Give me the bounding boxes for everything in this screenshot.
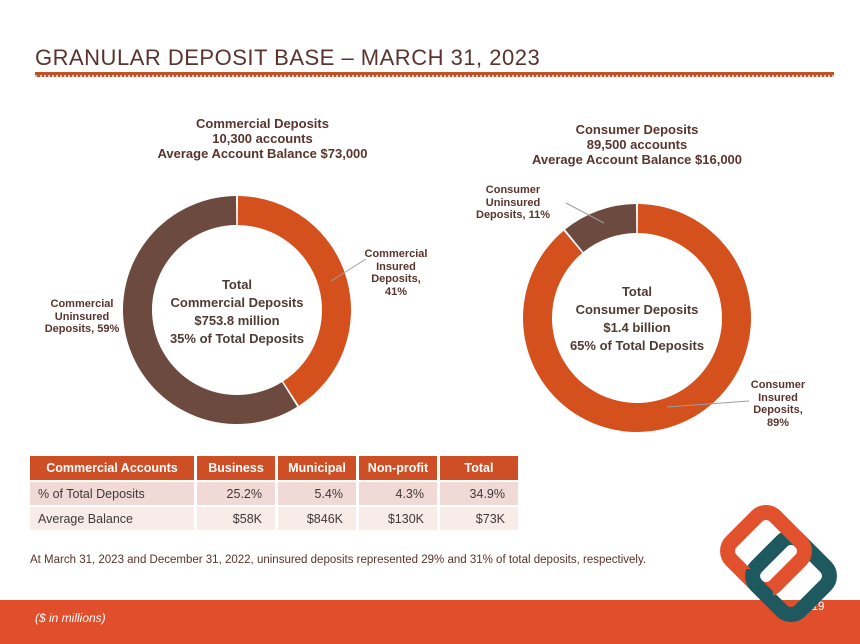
consumer-insured-callout: Consumer Insured Deposits, 89%: [750, 379, 806, 429]
commercial-accounts-table: Commercial Accounts Business Municipal N…: [27, 454, 521, 532]
row-label: % of Total Deposits: [30, 482, 194, 505]
commercial-chart-header: Commercial Deposits 10,300 accounts Aver…: [157, 116, 368, 161]
consumer-uninsured-callout: Consumer Uninsured Deposits, 11%: [476, 184, 550, 221]
row-label: Average Balance: [30, 507, 194, 530]
table-header-row: Commercial Accounts Business Municipal N…: [30, 456, 518, 480]
table-cell: 34.9%: [440, 482, 518, 505]
title-rule: [35, 72, 834, 77]
footer-bar: [0, 600, 860, 644]
page-title: GRANULAR DEPOSIT BASE – MARCH 31, 2023: [35, 45, 541, 70]
commercial-donut-chart: [117, 190, 357, 430]
commercial-insured-callout: Commercial Insured Deposits, 41%: [364, 248, 428, 298]
table-header-cell: Total: [440, 456, 518, 480]
commercial-donut-center-label: Total Commercial Deposits $753.8 million…: [169, 277, 305, 346]
footnote: At March 31, 2023 and December 31, 2022,…: [30, 554, 647, 566]
table-cell: $130K: [359, 507, 437, 530]
table-header-cell: Business: [197, 456, 275, 480]
consumer-donut-center-label: Total Consumer Deposits $1.4 billion 65%…: [569, 284, 705, 353]
table-row: Average Balance $58K $846K $130K $73K: [30, 507, 518, 530]
table-cell: 25.2%: [197, 482, 275, 505]
donut-slice: [237, 196, 352, 406]
table-cell: $73K: [440, 507, 518, 530]
table-row: % of Total Deposits 25.2% 5.4% 4.3% 34.9…: [30, 482, 518, 505]
table-header-cell: Commercial Accounts: [30, 456, 194, 480]
table-header-cell: Municipal: [278, 456, 356, 480]
table-cell: 5.4%: [278, 482, 356, 505]
page-number: 19: [811, 601, 825, 613]
commercial-uninsured-callout: Commercial Uninsured Deposits, 59%: [44, 298, 120, 335]
table-cell: $58K: [197, 507, 275, 530]
donut-slice: [123, 196, 298, 424]
consumer-donut-chart: [517, 198, 757, 438]
table-cell: $846K: [278, 507, 356, 530]
donut-slice: [565, 204, 637, 253]
consumer-chart-header: Consumer Deposits 89,500 accounts Averag…: [531, 122, 743, 167]
table-cell: 4.3%: [359, 482, 437, 505]
table-header-cell: Non-profit: [359, 456, 437, 480]
logo-orange-diamond: [720, 505, 812, 597]
footer-note: ($ in millions): [35, 611, 106, 625]
